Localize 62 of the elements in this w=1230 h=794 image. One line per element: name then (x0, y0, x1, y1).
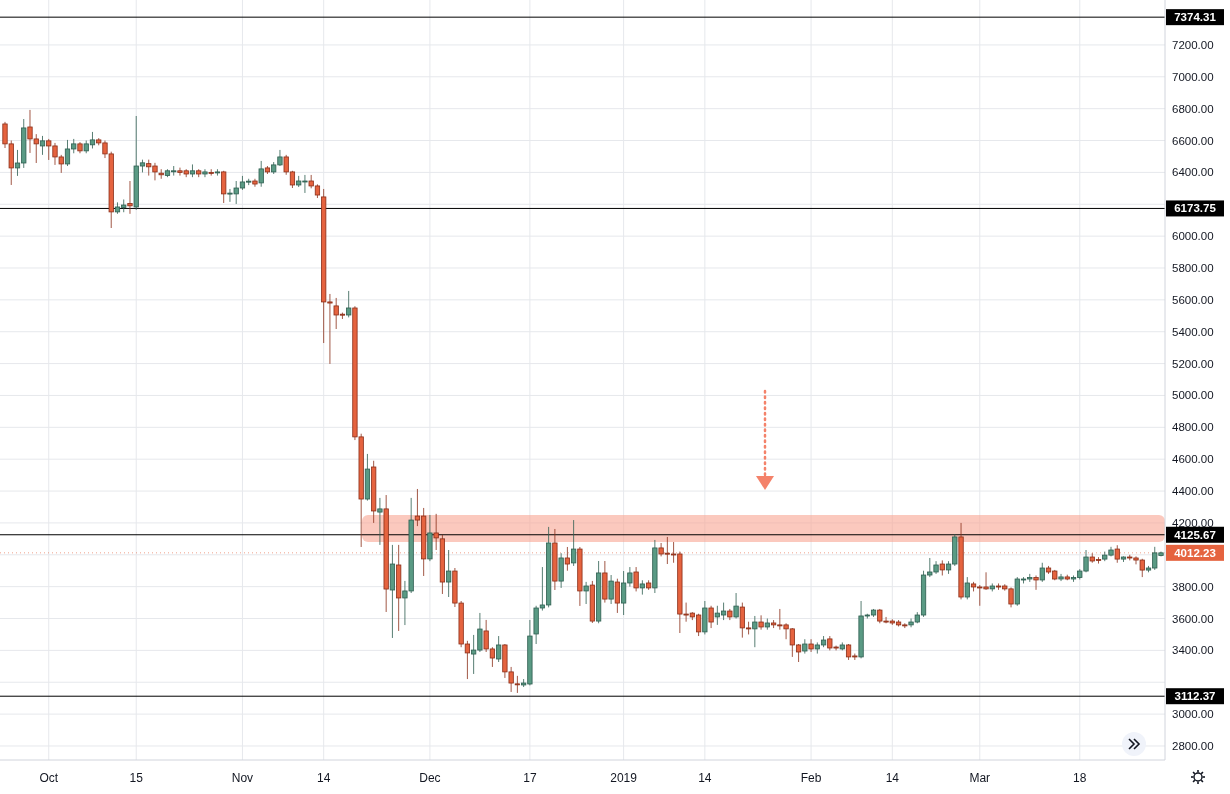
candlestick (964, 576, 970, 600)
y-tick-label: 5400.00 (1172, 325, 1214, 338)
candlestick (39, 135, 46, 156)
candlestick (558, 552, 564, 589)
ref-line-label: 4125.67 (1174, 528, 1216, 541)
candlestick (202, 168, 208, 178)
candlestick (127, 180, 133, 215)
y-tick-label: 4200.00 (1172, 516, 1214, 529)
candlestick (808, 638, 814, 653)
candlestick (1039, 562, 1045, 583)
y-tick-label: 6000.00 (1172, 230, 1214, 243)
y-tick-label: 6600.00 (1172, 134, 1214, 147)
y-tick-label: 5200.00 (1172, 357, 1214, 370)
x-tick-label: Dec (419, 771, 441, 785)
candlestick (564, 546, 570, 572)
y-tick-label: 6400.00 (1172, 166, 1214, 179)
candlestick (708, 605, 714, 629)
x-tick-label: 18 (1073, 771, 1087, 785)
candlestick (496, 635, 502, 663)
candlestick (1033, 575, 1039, 591)
y-tick-label: 7000.00 (1172, 70, 1214, 83)
candlestick (758, 614, 764, 631)
y-tick-label: 2800.00 (1172, 740, 1214, 752)
candlestick (583, 581, 589, 605)
x-tick-label: Mar (969, 771, 991, 785)
ref-line-label: 7374.31 (1174, 11, 1217, 24)
y-tick-label: 3000.00 (1172, 708, 1214, 721)
candlestick (377, 497, 383, 546)
ref-line-label: 3112.37 (1174, 690, 1216, 703)
x-tick-label: 15 (129, 771, 144, 785)
candlestick (221, 170, 227, 204)
x-tick-label: 14 (317, 771, 331, 785)
y-tick-label: 3800.00 (1172, 580, 1214, 593)
candlestick (702, 600, 708, 635)
candlestick (608, 574, 614, 605)
x-tick-label: 17 (523, 771, 537, 785)
x-tick-label: Nov (231, 771, 254, 785)
candlestick (346, 290, 352, 318)
candlestick (733, 592, 739, 620)
candlestick (571, 519, 577, 567)
y-tick-label: 7200.00 (1172, 38, 1214, 51)
candlestick (752, 615, 758, 648)
y-tick-label: 4800.00 (1172, 421, 1214, 434)
x-tick-label: 14 (698, 771, 712, 785)
y-tick-label: 5800.00 (1172, 262, 1214, 275)
ref-line-label: 6173.75 (1174, 202, 1217, 215)
x-tick-label: Feb (800, 771, 822, 785)
y-tick-label: 4400.00 (1172, 485, 1214, 498)
y-tick-label: 5000.00 (1172, 389, 1214, 402)
candlestick (614, 578, 620, 614)
candlestick (633, 566, 639, 592)
y-tick-label: 3400.00 (1172, 644, 1214, 657)
x-tick-label: 2019 (610, 771, 638, 785)
y-tick-label: 5600.00 (1172, 293, 1214, 306)
y-tick-label: 4600.00 (1172, 453, 1214, 466)
x-tick-label: Oct (39, 771, 59, 785)
candlestick (446, 549, 452, 598)
ref-line-label: 4012.23 (1174, 546, 1216, 559)
x-tick-label: 14 (885, 771, 900, 785)
y-tick-label: 6800.00 (1172, 102, 1214, 115)
y-tick-label: 3600.00 (1172, 612, 1214, 625)
candlestick (258, 160, 264, 188)
